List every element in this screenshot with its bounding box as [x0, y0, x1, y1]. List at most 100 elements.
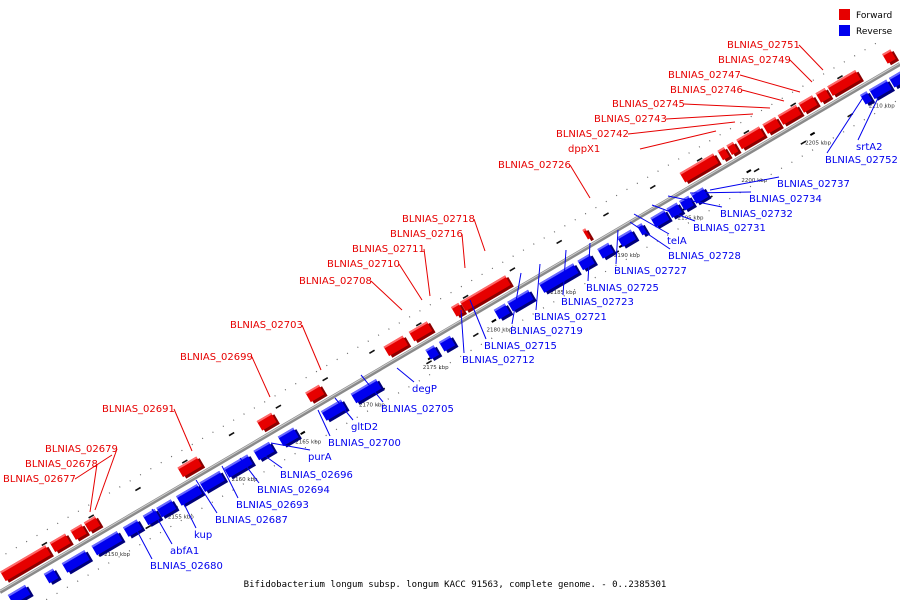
forward-gene[interactable]: [49, 533, 74, 555]
reverse-gene[interactable]: [199, 470, 229, 495]
row-tick: [88, 514, 95, 519]
reverse-gene[interactable]: [253, 441, 278, 463]
reverse-gene-label[interactable]: BLNIAS_02712: [462, 355, 535, 366]
reverse-gene-label[interactable]: BLNIAS_02728: [668, 251, 741, 262]
reverse-gene[interactable]: [61, 549, 94, 575]
forward-gene-label[interactable]: BLNIAS_02711: [352, 244, 425, 255]
forward-gene[interactable]: [777, 104, 805, 128]
forward-gene-label[interactable]: BLNIAS_02699: [180, 352, 253, 363]
forward-gene-label[interactable]: BLNIAS_02716: [390, 229, 463, 240]
forward-gene[interactable]: [798, 94, 821, 115]
forward-gene[interactable]: [383, 335, 412, 359]
reverse-gene[interactable]: [350, 378, 385, 406]
reverse-gene[interactable]: [425, 344, 443, 362]
reverse-gene[interactable]: [636, 222, 651, 238]
reverse-gene[interactable]: [507, 289, 537, 314]
forward-gene[interactable]: [305, 384, 328, 405]
forward-gene[interactable]: [762, 116, 784, 136]
reverse-gene-label[interactable]: degP: [412, 384, 437, 395]
reverse-gene-label[interactable]: BLNIAS_02723: [561, 297, 634, 308]
forward-gene[interactable]: [256, 412, 280, 434]
reverse-gene[interactable]: [860, 90, 876, 107]
forward-gene[interactable]: [0, 544, 54, 583]
reverse-label-leader: [709, 176, 780, 191]
forward-gene[interactable]: [177, 456, 206, 480]
forward-gene[interactable]: [717, 146, 733, 163]
reverse-gene-label[interactable]: abfA1: [170, 546, 199, 557]
reverse-gene[interactable]: [91, 530, 126, 558]
reverse-gene-label[interactable]: BLNIAS_02731: [693, 223, 766, 234]
reverse-gene-label[interactable]: purA: [308, 452, 332, 463]
reverse-label-leader: [857, 97, 879, 141]
forward-gene-label[interactable]: BLNIAS_02745: [612, 99, 685, 110]
tick-label: 2200 kbp: [741, 178, 767, 184]
forward-gene-label[interactable]: BLNIAS_02718: [402, 214, 475, 225]
forward-gene-label[interactable]: BLNIAS_02749: [718, 55, 791, 66]
reverse-label-leader: [239, 457, 260, 484]
forward-gene-label[interactable]: BLNIAS_02710: [327, 259, 400, 270]
reverse-gene-label[interactable]: BLNIAS_02700: [328, 438, 401, 449]
reverse-gene-label[interactable]: telA: [667, 236, 687, 247]
forward-gene-label[interactable]: BLNIAS_02678: [25, 459, 98, 470]
reverse-gene-label[interactable]: BLNIAS_02725: [586, 283, 659, 294]
reverse-gene-label[interactable]: BLNIAS_02752: [825, 155, 898, 166]
forward-gene[interactable]: [408, 320, 436, 344]
reverse-gene-label[interactable]: srtA2: [856, 142, 882, 153]
reverse-gene-label[interactable]: BLNIAS_02732: [720, 209, 793, 220]
reverse-gene[interactable]: [617, 229, 640, 250]
reverse-gene[interactable]: [493, 302, 514, 321]
forward-gene[interactable]: [679, 152, 722, 185]
forward-gene[interactable]: [460, 274, 514, 313]
reverse-gene[interactable]: [122, 518, 146, 539]
forward-gene-label[interactable]: BLNIAS_02691: [102, 404, 175, 415]
reverse-gene[interactable]: [869, 79, 895, 102]
forward-gene[interactable]: [726, 141, 742, 158]
forward-gene[interactable]: [882, 48, 900, 66]
forward-gene-label[interactable]: BLNIAS_02746: [670, 85, 743, 96]
reverse-gene-label[interactable]: BLNIAS_02727: [614, 266, 687, 277]
forward-gene[interactable]: [70, 523, 90, 542]
reverse-gene[interactable]: [888, 70, 900, 90]
reverse-gene[interactable]: [142, 508, 164, 528]
reverse-gene-label[interactable]: BLNIAS_02694: [257, 485, 330, 496]
reverse-gene-label[interactable]: BLNIAS_02734: [749, 194, 822, 205]
reverse-gene-label[interactable]: BLNIAS_02693: [236, 500, 309, 511]
forward-label-leader: [94, 448, 118, 511]
reverse-gene[interactable]: [650, 209, 673, 230]
reverse-gene-label[interactable]: BLNIAS_02687: [215, 515, 288, 526]
reverse-gene[interactable]: [597, 242, 617, 261]
forward-gene-label[interactable]: BLNIAS_02751: [727, 40, 800, 51]
forward-gene[interactable]: [827, 69, 864, 98]
reverse-gene-label[interactable]: kup: [194, 530, 212, 541]
reverse-gene-label[interactable]: BLNIAS_02680: [150, 561, 223, 572]
forward-gene-label[interactable]: BLNIAS_02677: [3, 474, 76, 485]
forward-gene-label[interactable]: BLNIAS_02679: [45, 444, 118, 455]
reverse-gene[interactable]: [223, 454, 256, 481]
forward-gene-label[interactable]: BLNIAS_02747: [668, 70, 741, 81]
forward-gene-label[interactable]: BLNIAS_02703: [230, 320, 303, 331]
reverse-gene[interactable]: [43, 568, 62, 586]
forward-gene-label[interactable]: BLNIAS_02726: [498, 160, 571, 171]
forward-gene[interactable]: [83, 515, 104, 534]
forward-gene-label[interactable]: BLNIAS_02743: [594, 114, 667, 125]
reverse-gene-label[interactable]: BLNIAS_02719: [510, 326, 583, 337]
forward-gene-label[interactable]: BLNIAS_02708: [299, 276, 372, 287]
reverse-gene[interactable]: [156, 498, 180, 520]
reverse-gene-label[interactable]: BLNIAS_02737: [777, 179, 850, 190]
forward-gene[interactable]: [815, 87, 834, 105]
forward-gene[interactable]: [736, 126, 768, 152]
reverse-gene[interactable]: [438, 335, 459, 354]
reverse-gene-label[interactable]: BLNIAS_02721: [534, 312, 607, 323]
row-tick: [275, 404, 282, 409]
reverse-label-leader: [633, 213, 670, 235]
reverse-gene-label[interactable]: gltD2: [351, 422, 378, 433]
forward-gene[interactable]: [582, 227, 594, 242]
row-tick: [743, 129, 750, 135]
forward-gene-label[interactable]: dppX1: [568, 144, 600, 155]
reverse-gene-label[interactable]: BLNIAS_02715: [484, 341, 557, 352]
reverse-gene[interactable]: [577, 253, 598, 273]
reverse-gene-label[interactable]: BLNIAS_02705: [381, 404, 454, 415]
reverse-gene[interactable]: [277, 427, 302, 449]
forward-gene-label[interactable]: BLNIAS_02742: [556, 129, 629, 140]
reverse-gene-label[interactable]: BLNIAS_02696: [280, 470, 353, 481]
